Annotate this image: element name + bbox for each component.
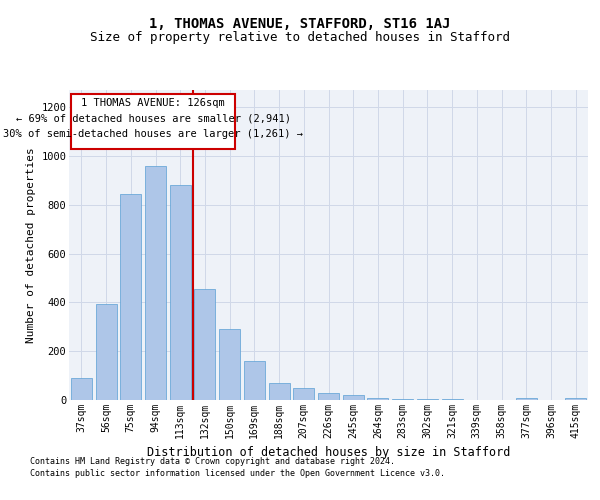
Text: ← 69% of detached houses are smaller (2,941): ← 69% of detached houses are smaller (2,… <box>16 114 290 124</box>
Text: Contains HM Land Registry data © Crown copyright and database right 2024.: Contains HM Land Registry data © Crown c… <box>30 458 395 466</box>
X-axis label: Distribution of detached houses by size in Stafford: Distribution of detached houses by size … <box>147 446 510 460</box>
Bar <box>71 94 235 148</box>
Bar <box>318 392 339 400</box>
Bar <box>516 398 537 400</box>
Bar <box>367 398 388 400</box>
Text: 30% of semi-detached houses are larger (1,261) →: 30% of semi-detached houses are larger (… <box>3 130 303 140</box>
Bar <box>343 395 364 400</box>
Bar <box>219 329 240 400</box>
Bar <box>442 399 463 400</box>
Bar <box>244 361 265 400</box>
Text: 1 THOMAS AVENUE: 126sqm: 1 THOMAS AVENUE: 126sqm <box>81 98 225 108</box>
Y-axis label: Number of detached properties: Number of detached properties <box>26 147 35 343</box>
Text: Contains public sector information licensed under the Open Government Licence v3: Contains public sector information licen… <box>30 469 445 478</box>
Bar <box>71 378 92 400</box>
Text: Size of property relative to detached houses in Stafford: Size of property relative to detached ho… <box>90 31 510 44</box>
Bar <box>392 399 413 400</box>
Bar <box>293 388 314 400</box>
Bar <box>269 383 290 400</box>
Bar <box>565 398 586 400</box>
Bar <box>120 194 141 400</box>
Bar <box>417 399 438 400</box>
Bar <box>170 185 191 400</box>
Bar <box>95 304 116 400</box>
Bar <box>145 166 166 400</box>
Bar <box>194 289 215 400</box>
Text: 1, THOMAS AVENUE, STAFFORD, ST16 1AJ: 1, THOMAS AVENUE, STAFFORD, ST16 1AJ <box>149 18 451 32</box>
